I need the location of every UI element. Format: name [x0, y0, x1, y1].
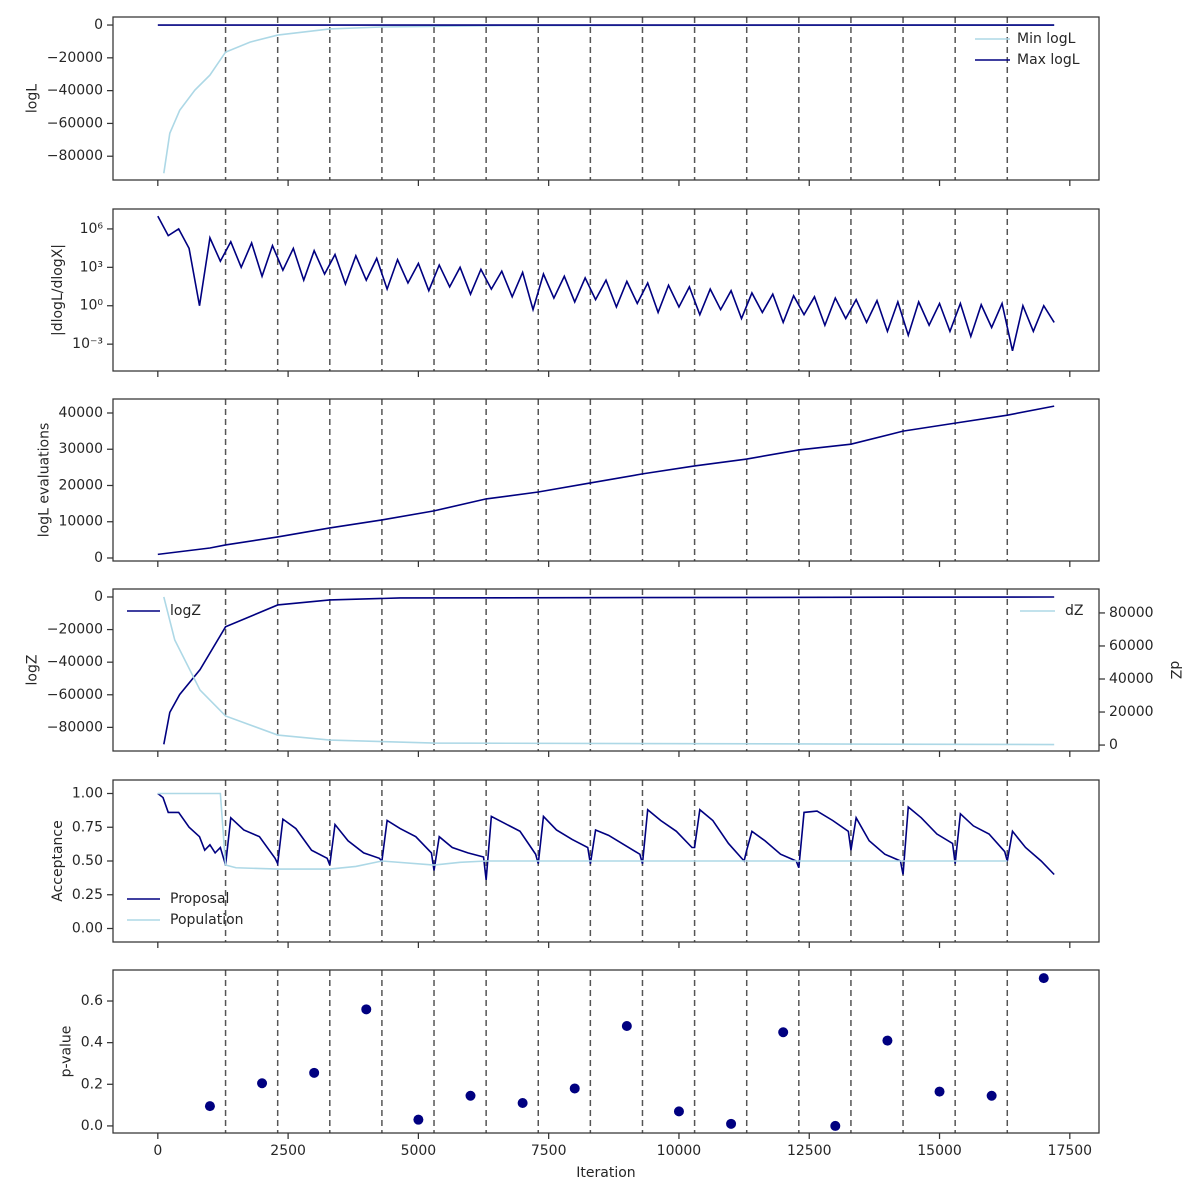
y-tick-label: 30000 — [58, 441, 103, 457]
y2-tick-label: 80000 — [1109, 605, 1154, 621]
y-tick-label: −20000 — [47, 50, 103, 66]
y-tick-label: −20000 — [47, 622, 103, 638]
y-tick-label: 0.50 — [72, 853, 103, 869]
legend-label: Min logL — [1017, 31, 1076, 47]
y-tick-label: 10⁰ — [80, 298, 104, 314]
point — [361, 1004, 372, 1015]
point — [934, 1086, 945, 1097]
y-axis-label: p-value — [59, 1026, 75, 1078]
x-tick-label: 2500 — [270, 1143, 306, 1159]
y-tick-label: 0.4 — [81, 1035, 103, 1051]
y-tick-label: −60000 — [47, 687, 103, 703]
x-tick-label: 15000 — [917, 1143, 962, 1159]
y-tick-label: 0.25 — [72, 887, 103, 903]
point — [1038, 973, 1049, 984]
axes-frame — [112, 588, 1100, 752]
x-tick-label: 10000 — [657, 1143, 702, 1159]
point — [986, 1090, 997, 1101]
y-tick-label: 10000 — [58, 514, 103, 530]
series-line — [157, 792, 1055, 880]
y-tick-label: −40000 — [47, 654, 103, 670]
y-axis-label: logZ — [25, 655, 41, 686]
y-tick-label: 10⁻³ — [72, 336, 103, 352]
legend-label: Max logL — [1017, 52, 1080, 68]
x-axis-label: Iteration — [576, 1165, 635, 1181]
y-tick-label: 0.00 — [72, 921, 103, 937]
axes-frame — [112, 16, 1100, 181]
series-line — [157, 215, 1055, 352]
y2-tick-label: 60000 — [1109, 638, 1154, 654]
x-tick-label: 5000 — [401, 1143, 437, 1159]
y-tick-label: 0 — [94, 17, 103, 33]
y-tick-label: 0 — [94, 550, 103, 566]
point — [517, 1098, 528, 1109]
x-tick-label: 12500 — [787, 1143, 832, 1159]
y-tick-label: −80000 — [47, 719, 103, 735]
legend-label: Proposal — [170, 891, 229, 907]
x-tick-label: 17500 — [1048, 1143, 1093, 1159]
point — [830, 1120, 841, 1131]
point — [413, 1114, 424, 1125]
legend-label: dZ — [1065, 603, 1083, 619]
point — [882, 1035, 893, 1046]
series-line — [163, 596, 1055, 745]
point — [621, 1020, 632, 1031]
y-tick-label: 20000 — [58, 477, 103, 493]
y-tick-label: 10⁶ — [80, 221, 104, 237]
point — [778, 1027, 789, 1038]
y-tick-label: 0.0 — [81, 1118, 103, 1134]
y-axis-label: Acceptance — [50, 820, 66, 901]
y-tick-label: −40000 — [47, 83, 103, 99]
y-tick-label: 1.00 — [72, 786, 103, 802]
series-line — [163, 596, 1055, 746]
point — [309, 1067, 320, 1078]
point — [465, 1090, 476, 1101]
x-tick-label: 7500 — [531, 1143, 567, 1159]
legend-label: Population — [170, 912, 244, 928]
y-tick-label: 0.6 — [81, 993, 103, 1009]
axes-frame — [112, 969, 1100, 1134]
axes-frame — [112, 398, 1100, 562]
y-tick-label: −80000 — [47, 148, 103, 164]
point — [569, 1083, 580, 1094]
series-line — [157, 405, 1055, 556]
point — [726, 1118, 737, 1129]
y-tick-label: 10³ — [80, 259, 103, 275]
y-axis-label: logL evaluations — [36, 423, 52, 538]
y-axis-label: |dlogL/dlogX| — [50, 244, 66, 336]
y-tick-label: 0 — [94, 589, 103, 605]
series-line — [163, 24, 1055, 174]
y-tick-label: −60000 — [47, 115, 103, 131]
y-tick-label: 0.2 — [81, 1076, 103, 1092]
point — [673, 1106, 684, 1117]
point — [204, 1101, 215, 1112]
y2-tick-label: 0 — [1109, 737, 1118, 753]
legend-label: logZ — [170, 603, 201, 619]
y2-tick-label: 40000 — [1109, 671, 1154, 687]
y-axis-label: logL — [25, 84, 41, 113]
series-line — [157, 792, 1008, 870]
y-tick-label: 40000 — [58, 405, 103, 421]
y2-tick-label: 20000 — [1109, 704, 1154, 720]
point — [257, 1078, 268, 1089]
y2-axis-label: dZ — [1167, 661, 1183, 679]
y-tick-label: 0.75 — [72, 819, 103, 835]
axes-frame — [112, 208, 1100, 372]
x-tick-label: 0 — [153, 1143, 162, 1159]
